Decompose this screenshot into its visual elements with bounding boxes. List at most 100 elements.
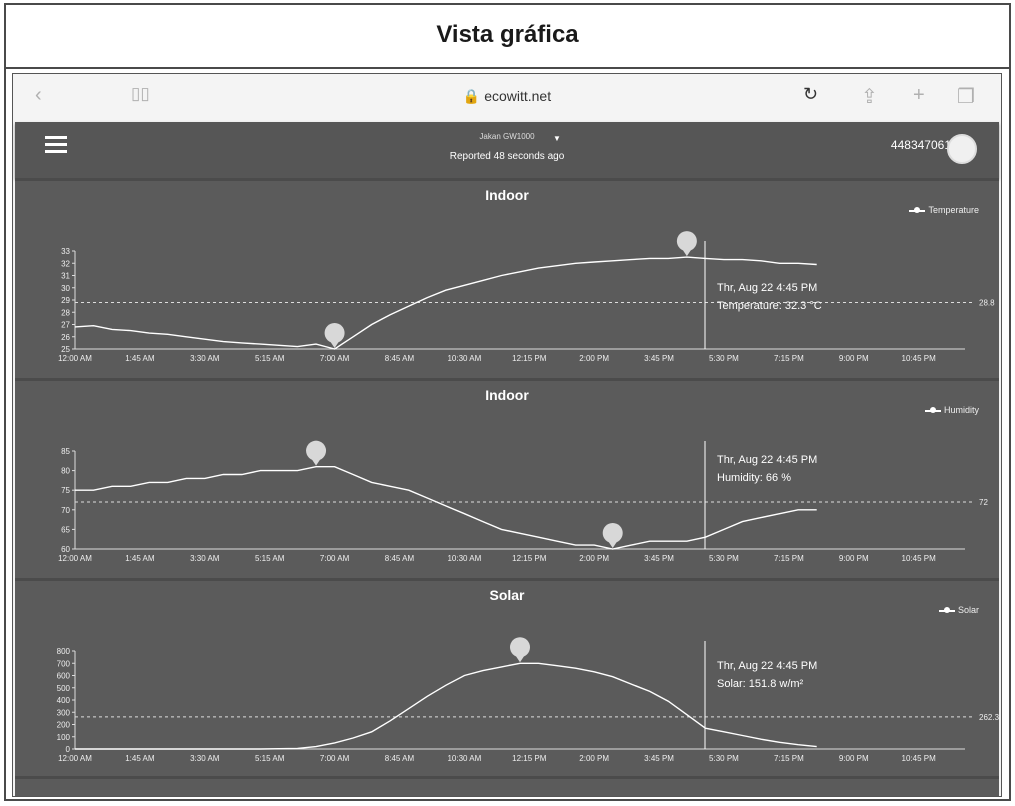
max-marker-pointer: [514, 653, 526, 663]
x-tick-label: 12:00 AM: [58, 554, 92, 563]
x-tick-label: 1:45 AM: [125, 354, 155, 363]
x-tick-label: 2:00 PM: [579, 554, 609, 563]
x-tick-label: 3:30 AM: [190, 554, 220, 563]
y-tick-label: 60: [61, 545, 70, 554]
x-tick-label: 7:00 AM: [320, 354, 350, 363]
min-marker: [324, 323, 345, 343]
chart-legend[interactable]: Humidity: [924, 405, 979, 415]
x-tick-label: 7:15 PM: [774, 554, 804, 563]
x-tick-label: 2:00 PM: [579, 354, 609, 363]
y-tick-label: 65: [61, 525, 70, 534]
x-tick-label: 9:00 PM: [839, 354, 869, 363]
x-tick-label: 2:00 PM: [579, 754, 609, 763]
average-label: 72: [979, 498, 988, 507]
browser-screenshot: ‹ ▯▯ 🔒 ecowitt.net ↻ ⇪ + ❐ Jakan GW1000 …: [12, 73, 1002, 797]
x-tick-label: 10:30 AM: [447, 554, 481, 563]
tooltip-date: Thr, Aug 22 4:45 PM: [717, 660, 818, 672]
chart-title: Indoor: [485, 187, 529, 203]
x-tick-label: 10:45 PM: [902, 754, 937, 763]
app-header: Jakan GW1000 ▼ Reported 48 seconds ago 4…: [15, 122, 999, 178]
y-tick-label: 70: [61, 506, 70, 515]
y-tick-label: 80: [61, 467, 70, 476]
max-marker: [676, 231, 697, 252]
tooltip-value: Solar: 151.8 w/m²: [717, 678, 804, 690]
legend-label: Temperature: [928, 205, 979, 215]
x-tick-label: 3:45 PM: [644, 754, 674, 763]
chart-panel-solar: Solar Solar 0 100 200 300 400 500 600 700 800 12:…: [15, 578, 999, 779]
chart-tooltip: Thr, Aug 22 4:45 PM Humidity: 66 %: [717, 451, 817, 487]
plus-icon[interactable]: +: [913, 84, 925, 106]
x-tick-label: 1:45 AM: [125, 554, 155, 563]
url-text: ecowitt.net: [484, 88, 552, 104]
x-tick-label: 12:00 AM: [58, 354, 92, 363]
x-tick-label: 1:45 AM: [125, 754, 155, 763]
account-id[interactable]: 448347061: [890, 138, 951, 152]
chevron-down-icon[interactable]: ▼: [553, 134, 561, 143]
x-tick-label: 9:00 PM: [839, 754, 869, 763]
max-marker: [510, 637, 530, 658]
avatar[interactable]: [947, 134, 977, 164]
max-marker-pointer: [680, 247, 693, 257]
x-tick-label: 12:15 PM: [512, 354, 547, 363]
y-tick-label: 30: [61, 284, 70, 293]
x-tick-label: 5:30 PM: [709, 754, 739, 763]
max-marker: [306, 440, 327, 461]
x-tick-label: 7:15 PM: [774, 354, 804, 363]
book-icon[interactable]: ▯▯: [131, 84, 150, 103]
share-icon[interactable]: ⇪: [861, 86, 878, 108]
station-selector[interactable]: Jakan GW1000: [479, 132, 535, 141]
tooltip-value: Humidity: 66 %: [717, 472, 791, 484]
x-tick-label: 8:45 AM: [385, 354, 415, 363]
x-tick-label: 3:45 PM: [644, 354, 674, 363]
series-line: [75, 662, 817, 750]
x-tick-label: 8:45 AM: [385, 554, 415, 563]
hamburger-menu-icon[interactable]: [45, 136, 67, 154]
tooltip-date: Thr, Aug 22 4:45 PM: [717, 454, 818, 466]
y-tick-label: 800: [57, 647, 71, 656]
y-tick-label: 27: [61, 321, 70, 330]
y-tick-label: 200: [57, 721, 71, 730]
y-tick-label: 26: [61, 333, 70, 342]
x-tick-label: 5:15 AM: [255, 754, 285, 763]
y-tick-label: 75: [61, 486, 70, 495]
tooltip-value: Temperature: 32.3 °C: [717, 300, 822, 312]
x-tick-label: 7:00 AM: [320, 754, 350, 763]
chart-panel-humidity: Indoor Humidity 60 65 70 75 80 85 12:00 AM 1:45…: [15, 378, 999, 579]
x-tick-label: 10:30 AM: [447, 354, 481, 363]
min-marker-pointer: [328, 339, 341, 348]
average-label: 28.8: [979, 298, 995, 307]
legend-label: Humidity: [943, 405, 979, 415]
y-tick-label: 29: [61, 296, 70, 305]
x-tick-label: 8:45 AM: [385, 754, 415, 763]
chart-legend[interactable]: Temperature: [909, 205, 979, 215]
solar-chart[interactable]: 0 100 200 300 400 500 600 700 800 12:00 AM 1:45 AM…: [15, 581, 999, 779]
chevron-left-icon[interactable]: ‹: [35, 84, 42, 106]
x-tick-label: 3:30 AM: [190, 754, 220, 763]
tabs-icon[interactable]: ❐: [957, 86, 975, 108]
figure-heading: Vista gráfica: [4, 3, 1011, 69]
y-tick-label: 31: [61, 272, 70, 281]
x-tick-label: 5:15 AM: [255, 354, 285, 363]
series-line: [75, 465, 817, 550]
x-tick-label: 10:45 PM: [902, 554, 937, 563]
x-tick-label: 12:15 PM: [512, 754, 547, 763]
browser-toolbar: ‹ ▯▯ 🔒 ecowitt.net ↻ ⇪ + ❐: [13, 74, 1001, 120]
legend-label: Solar: [957, 605, 979, 615]
y-tick-label: 100: [57, 733, 71, 742]
x-tick-label: 12:15 PM: [512, 554, 547, 563]
address-bar[interactable]: 🔒 ecowitt.net: [13, 88, 1001, 105]
temperature-chart[interactable]: 25 26 27 28 29 30 31 32 33 12:00 AM 1:45 AM 3:30 AM…: [15, 181, 999, 379]
reload-icon[interactable]: ↻: [803, 84, 819, 104]
x-tick-label: 3:45 PM: [644, 554, 674, 563]
y-tick-label: 28: [61, 308, 70, 317]
y-tick-label: 600: [57, 672, 71, 681]
y-tick-label: 400: [57, 696, 71, 705]
figure-frame: [4, 3, 1011, 801]
average-label: 262.3: [979, 713, 999, 722]
y-tick-label: 300: [57, 708, 71, 717]
humidity-chart[interactable]: 60 65 70 75 80 85 12:00 AM 1:45 AM 3:30 AM 5:15 A…: [15, 381, 999, 579]
x-tick-label: 12:00 AM: [58, 754, 92, 763]
chart-legend[interactable]: Solar: [938, 605, 979, 615]
y-tick-label: 33: [61, 247, 70, 256]
chart-panel-temperature: Indoor Temperature 25 26 27 28 29 30 31 32 33 12:…: [15, 178, 999, 379]
